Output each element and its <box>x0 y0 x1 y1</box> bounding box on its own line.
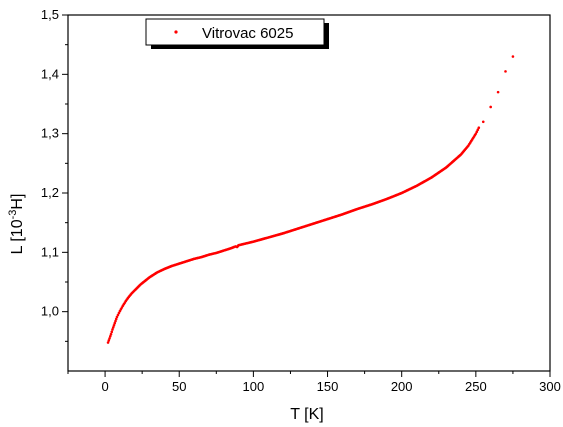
data-point <box>475 130 479 133</box>
y-axis-title: L [10-3H] <box>7 194 26 255</box>
x-tick-label: 150 <box>317 379 339 394</box>
y-axis-title-prefix: L [10 <box>9 219 26 254</box>
data-point <box>111 328 114 331</box>
plot-border <box>67 14 551 372</box>
y-axis-title-exponent: -3 <box>7 210 19 220</box>
x-tick-label: 250 <box>465 379 487 394</box>
x-tick-label: 100 <box>243 379 265 394</box>
data-point <box>117 311 121 315</box>
x-axis-title: T [K] <box>290 406 324 423</box>
data-point <box>504 70 507 73</box>
data-point <box>114 319 117 323</box>
data-point <box>110 330 114 334</box>
data-point <box>113 321 117 325</box>
plot-frame <box>67 14 551 372</box>
x-tick-label: 300 <box>539 379 561 394</box>
data-point <box>476 128 480 132</box>
y-tick-label: 1,4 <box>41 66 59 81</box>
data-point <box>114 317 118 321</box>
data-point <box>106 341 110 344</box>
data-point <box>477 126 481 130</box>
x-tick-label: 0 <box>101 379 108 394</box>
data-point <box>116 313 120 317</box>
data-point <box>112 324 116 327</box>
x-tick-label: 200 <box>391 379 413 394</box>
data-point <box>108 334 112 338</box>
data-point <box>108 337 111 340</box>
data-point <box>511 55 515 58</box>
data-point <box>481 120 485 124</box>
legend-label: Vitrovac 6025 <box>202 25 293 42</box>
data-point <box>111 326 115 329</box>
data-point <box>109 332 113 336</box>
y-tick-label: 1,3 <box>41 126 59 141</box>
data-point <box>496 90 500 94</box>
data-point <box>107 339 111 342</box>
data-point <box>489 105 492 109</box>
y-tick-label: 1,2 <box>41 185 59 200</box>
y-tick-label: 1,1 <box>41 244 59 259</box>
data-series <box>106 55 515 344</box>
legend-marker <box>174 30 178 34</box>
y-tick-label: 1,0 <box>41 304 59 319</box>
legend: Vitrovac 6025 <box>145 18 329 49</box>
y-axis: 1,0 1,1 1,2 1,3 1,4 1,5 <box>41 7 68 342</box>
x-axis: 0 50 100 150 200 250 300 <box>67 371 561 394</box>
y-axis-title-suffix: H] <box>9 194 26 210</box>
data-point <box>115 315 119 319</box>
data-point <box>474 132 478 135</box>
x-tick-label: 50 <box>172 379 186 394</box>
y-tick-label: 1,5 <box>41 7 59 22</box>
